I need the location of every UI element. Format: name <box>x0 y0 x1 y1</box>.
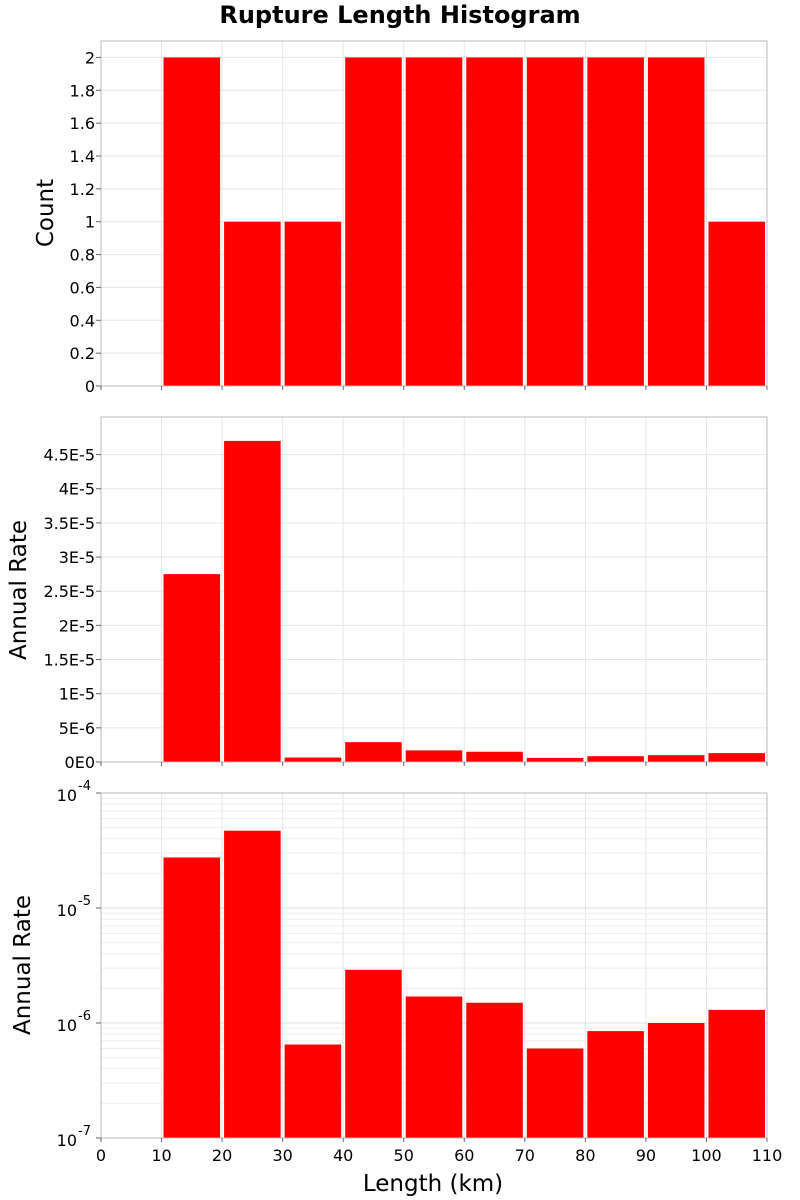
y-tick-label: 1.5E-5 <box>43 651 95 670</box>
y-tick-label: 10 <box>57 1016 77 1035</box>
histogram-bar <box>284 757 342 762</box>
y-tick-label: 2E-5 <box>59 616 95 635</box>
chart-title: Rupture Length Histogram <box>219 1 580 29</box>
y-tick-exponent: -7 <box>78 1124 91 1139</box>
histogram-bar <box>647 755 705 762</box>
x-tick-label: 30 <box>272 1146 292 1165</box>
y-tick-label: 10 <box>57 901 77 920</box>
histogram-bar <box>466 57 523 387</box>
x-axis-label: Length (km) <box>363 1171 503 1197</box>
histogram-bar <box>587 756 644 762</box>
x-tick-label: 0 <box>96 1146 106 1165</box>
y-tick-label: 0.8 <box>70 246 95 265</box>
y-tick-exponent: -5 <box>78 894 91 909</box>
histogram-bar <box>405 750 463 762</box>
histogram-bar <box>224 221 281 386</box>
y-tick-label: 1.4 <box>70 147 95 166</box>
y-tick-label: 3.5E-5 <box>43 514 95 533</box>
histogram-bar <box>466 1002 523 1138</box>
y-tick-label: 3E-5 <box>59 548 95 567</box>
histogram-bar <box>224 830 281 1138</box>
plot-border <box>100 792 768 1139</box>
histogram-bar <box>708 221 765 386</box>
y-tick-label: 0.4 <box>70 311 95 330</box>
histogram-bar <box>466 751 523 762</box>
x-tick-label: 70 <box>515 1146 535 1165</box>
histogram-bar <box>284 1044 342 1138</box>
x-tick-label: 50 <box>394 1146 414 1165</box>
y-tick-exponent: -6 <box>78 1009 91 1024</box>
plot-border <box>100 416 768 763</box>
histogram-bar <box>224 440 281 762</box>
histogram-bar <box>405 57 463 387</box>
y-tick-label: 2 <box>85 48 95 67</box>
y-tick-label: 2.5E-5 <box>43 582 95 601</box>
y-tick-label: 4.5E-5 <box>43 446 95 465</box>
histogram-bar <box>526 1048 584 1138</box>
x-tick-label: 80 <box>575 1146 595 1165</box>
histogram-bar <box>526 757 584 762</box>
panel-count-ylabel: Count <box>33 179 59 247</box>
panel-annual-rate-linear: Annual Rate 0E0 5E-6 1E-5 1.5E-5 2E-5 2.5E-5 3… <box>6 416 768 772</box>
x-tick-label: 20 <box>212 1146 232 1165</box>
panel-rate-linear-ylabel: Annual Rate <box>6 520 32 660</box>
y-tick-label: 1.2 <box>70 180 95 199</box>
y-tick-label: 0E0 <box>65 753 95 772</box>
x-tick-label: 10 <box>151 1146 171 1165</box>
y-tick-label: 1.8 <box>70 81 95 100</box>
y-tick-label: 1 <box>85 213 95 232</box>
y-tick-label: 1E-5 <box>59 685 95 704</box>
x-tick-label: 40 <box>333 1146 353 1165</box>
histogram-bar <box>647 57 705 387</box>
panel-count: Count 0 0.2 0.4 0.6 0.8 1 1.2 1.4 1.6 1.8 2 <box>33 40 768 396</box>
y-tick-label: 0.2 <box>70 344 95 363</box>
histogram-bar <box>587 1031 644 1138</box>
y-tick-label: 1.6 <box>70 114 95 133</box>
histogram-bar <box>526 57 584 387</box>
y-tick-label: 0.6 <box>70 278 95 297</box>
x-tick-label: 60 <box>454 1146 474 1165</box>
y-tick-label: 4E-5 <box>59 480 95 499</box>
histogram-bar <box>708 753 765 762</box>
histogram-bar <box>345 57 402 387</box>
histogram-bar <box>163 857 221 1138</box>
x-tick-label: 100 <box>691 1146 722 1165</box>
histogram-bar <box>163 57 221 387</box>
histogram-bar <box>647 1023 705 1138</box>
y-tick-label: 10 <box>57 1131 77 1150</box>
x-tick-label: 90 <box>636 1146 656 1165</box>
y-tick-label: 10 <box>57 786 77 805</box>
histogram-bar <box>405 996 463 1138</box>
y-tick-label: 5E-6 <box>59 719 95 738</box>
histogram-bar <box>163 574 221 762</box>
panel-annual-rate-log: Annual Rate 10 -710 -610 -510 -40 10 20 30 40 50 6… <box>10 779 782 1165</box>
histogram-bar <box>708 1009 765 1138</box>
y-tick-exponent: -4 <box>78 779 91 794</box>
plot-border <box>100 40 768 387</box>
x-tick-label: 110 <box>752 1146 783 1165</box>
panel-rate-log-ylabel: Annual Rate <box>10 895 36 1035</box>
y-tick-label: 0 <box>85 377 95 396</box>
histogram-bar <box>284 221 342 386</box>
histogram-bar <box>345 742 402 762</box>
histogram-bar <box>587 57 644 387</box>
histogram-bar <box>345 969 402 1138</box>
